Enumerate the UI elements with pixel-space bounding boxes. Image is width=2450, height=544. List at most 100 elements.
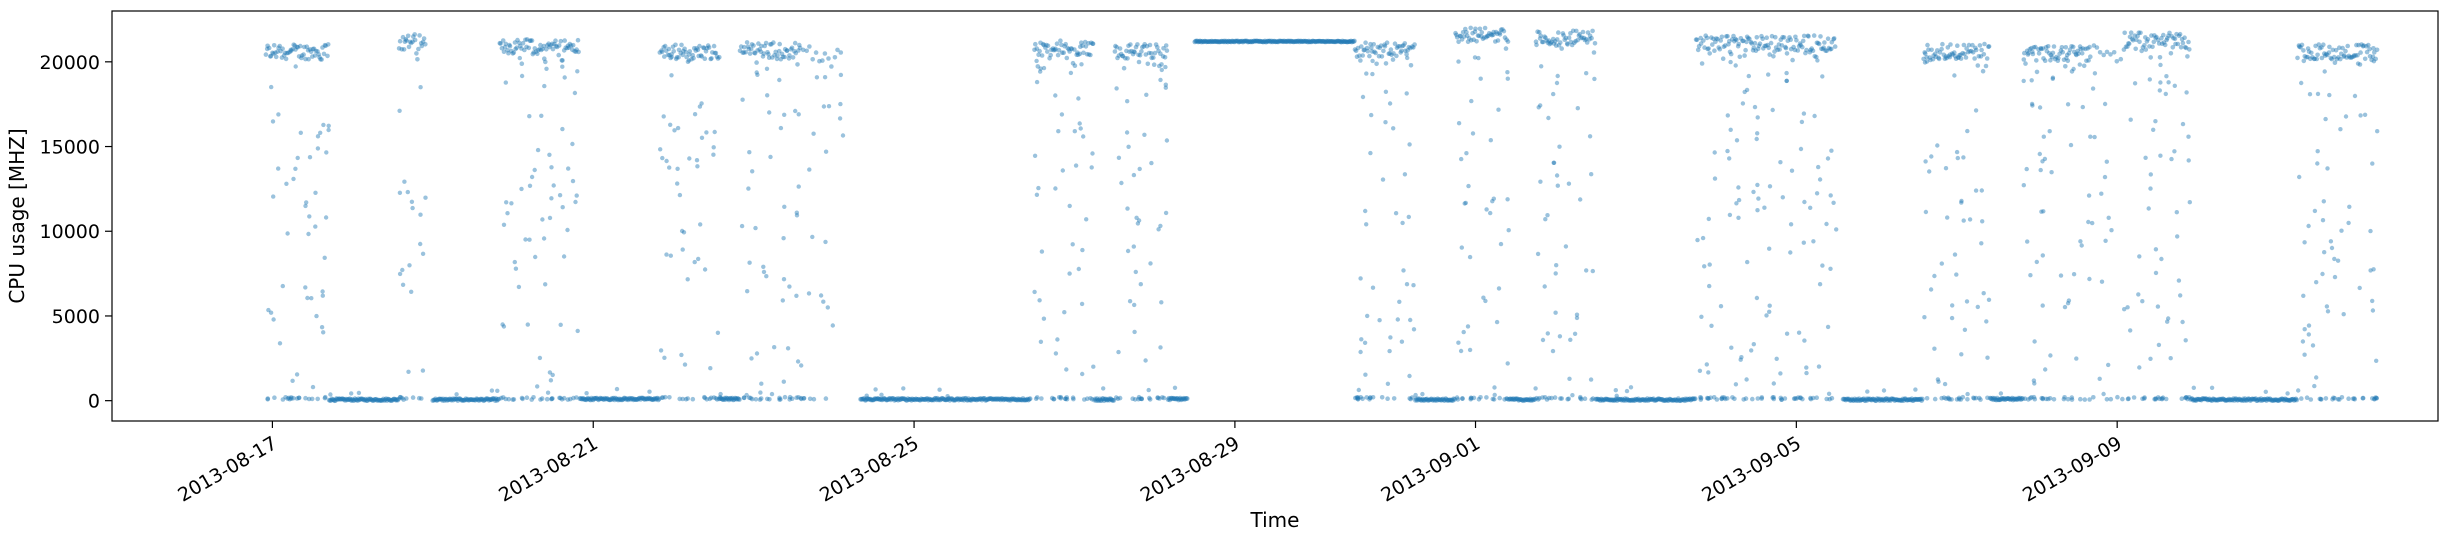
data-point-1923 [1568,337,1573,342]
data-point-2067 [1696,44,1702,49]
data-point-1155 [1038,339,1044,344]
data-point-1820 [1524,397,1530,402]
data-point-1337 [1181,395,1187,401]
data-point-1552 [1373,50,1378,56]
data-point-1151 [1056,129,1061,134]
data-point-58 [325,42,331,47]
data-point-493 [581,396,586,401]
data-point-418 [559,397,565,402]
data-point-3136 [2323,116,2328,122]
data-point-1210 [1108,396,1114,402]
data-point-913 [889,396,895,401]
data-point-2479 [1975,63,1981,68]
data-point-731 [747,51,753,56]
data-point-2398 [1896,397,1902,403]
data-point-826 [787,284,792,289]
data-point-2610 [2034,69,2040,75]
data-point-1982 [1624,396,1630,402]
data-point-130 [333,398,338,403]
data-point-271 [443,396,449,402]
data-point-2848 [2153,247,2159,252]
data-point-2888 [2189,396,2195,402]
data-point-1819 [1523,397,1529,402]
data-point-1129 [1090,41,1095,46]
data-point-1698 [1454,35,1460,40]
data-point-2261 [1801,240,1807,245]
data-point-1283 [1131,244,1137,249]
data-point-2230 [1770,395,1775,400]
data-point-1351 [1199,39,1204,45]
data-point-429 [538,397,543,402]
data-point-1762 [1468,396,1473,402]
data-point-1814 [1519,397,1524,403]
data-point-1761 [1460,396,1465,402]
data-point-1408 [1247,39,1253,44]
y-tick-label-2: 10000 [40,221,100,243]
data-point-791 [741,395,747,401]
data-point-720 [737,397,742,402]
data-point-243 [397,190,403,195]
data-point-2034 [1670,397,1676,403]
data-point-583 [659,48,664,53]
data-point-1149 [1082,397,1087,402]
data-point-908 [885,397,890,403]
data-point-2455 [1949,51,1955,56]
data-point-109 [291,176,296,182]
data-point-694 [685,277,690,282]
data-point-2678 [2029,395,2034,400]
data-point-2855 [2128,117,2133,122]
data-point-1653 [1416,397,1422,403]
data-point-3137 [2307,92,2313,97]
data-point-1719 [1477,26,1483,32]
data-point-536 [619,397,625,403]
data-point-1243 [1142,42,1147,47]
data-point-2770 [2135,33,2140,39]
data-point-154 [354,397,360,403]
data-point-1096 [1054,41,1060,46]
data-point-395 [562,38,567,43]
data-point-1697 [1454,32,1459,38]
data-point-2691 [2030,103,2035,108]
data-point-2121 [1754,35,1760,40]
data-point-3070 [2358,50,2363,55]
data-point-1440 [1274,39,1280,44]
data-point-1679 [1439,397,1445,403]
data-point-1654 [1417,396,1423,402]
data-point-2599 [2023,61,2028,66]
data-point-1536 [1355,45,1361,51]
data-point-2457 [1952,50,1957,55]
data-point-2250 [1733,63,1738,68]
data-point-1225 [1123,56,1128,61]
data-point-473 [545,390,551,395]
data-point-2267 [1814,191,1820,196]
data-point-175 [373,397,378,402]
data-point-857 [823,396,829,401]
data-point-2231 [1771,396,1777,402]
data-point-2400 [1898,398,1904,403]
data-point-1442 [1276,39,1281,45]
data-point-1143 [1051,396,1057,402]
data-point-2109 [1742,53,1747,58]
data-point-2756 [2090,220,2095,226]
data-point-489 [577,396,583,402]
data-point-345 [509,48,514,54]
data-point-2565 [1993,397,1999,403]
data-point-2612 [2036,51,2042,56]
data-point-1690 [1449,397,1455,403]
data-point-2122 [1755,46,1761,52]
data-point-1017 [982,396,987,401]
data-point-225 [418,41,424,46]
data-point-2318 [1774,356,1779,361]
data-point-2661 [2065,396,2071,402]
data-point-866 [840,133,846,138]
data-point-2735 [2114,59,2120,64]
data-point-548 [630,396,635,401]
data-point-2192 [1831,36,1836,42]
data-point-1041 [1003,396,1009,402]
data-point-2132 [1766,45,1771,51]
data-point-283 [454,396,460,402]
data-point-605 [682,46,687,52]
data-point-899 [876,397,882,402]
data-point-631 [710,50,715,55]
data-point-941 [914,396,920,402]
